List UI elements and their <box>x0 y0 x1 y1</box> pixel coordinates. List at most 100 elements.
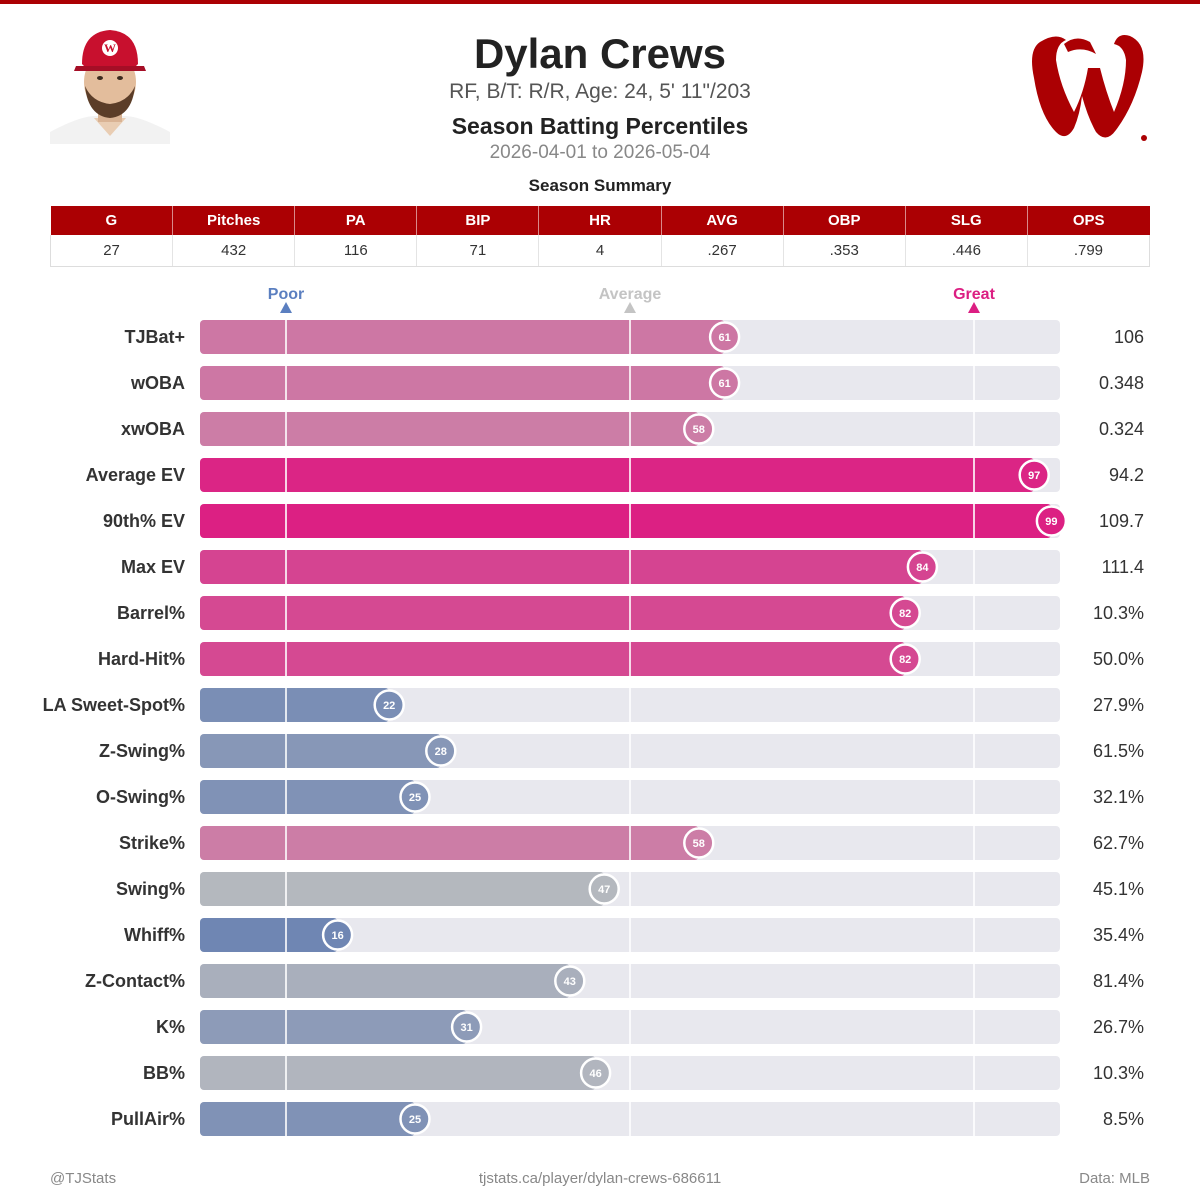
percentile-bar <box>200 642 906 676</box>
summary-col-header: G <box>50 206 174 235</box>
metric-value: 109.7 <box>1099 511 1144 531</box>
summary-cell: 116 <box>294 235 418 267</box>
percentile-dot <box>1035 505 1068 537</box>
metric-value: 50.0% <box>1093 649 1144 669</box>
metric-value: 0.348 <box>1099 373 1144 393</box>
metric-value: 61.5% <box>1093 741 1144 761</box>
percentile-dot <box>708 367 741 399</box>
metric-label: Z-Swing% <box>99 741 185 761</box>
scale-marker-great <box>968 302 980 313</box>
metric-value: 27.9% <box>1093 695 1144 715</box>
scale-label-great: Great <box>953 286 995 303</box>
metric-label: Max EV <box>121 557 185 577</box>
metric-label: Barrel% <box>117 603 185 623</box>
percentile-bar <box>200 780 415 814</box>
summary-cell: 432 <box>172 235 296 267</box>
metric-value: 26.7% <box>1093 1017 1144 1037</box>
metric-value: 106 <box>1114 327 1144 347</box>
summary-cell: 71 <box>416 235 540 267</box>
summary-col-header: SLG <box>905 206 1028 235</box>
percentile-bar <box>200 366 725 400</box>
percentile-bar <box>200 964 570 998</box>
percentile-dot <box>889 597 921 629</box>
percentile-bar <box>200 1102 415 1136</box>
metric-value: 10.3% <box>1093 603 1144 623</box>
summary-title: Season Summary <box>528 176 672 195</box>
percentile-value-label: 22 <box>383 700 395 712</box>
percentile-value-label: 99 <box>1045 516 1057 528</box>
summary-col-header: BIP <box>416 206 540 235</box>
percentile-value-label: 61 <box>718 332 730 344</box>
scale-marker-poor <box>280 302 292 313</box>
percentile-chart-svg: Poor Average Great TJBat+ 61 106 wOBA 61 0.348 xw… <box>43 286 1144 1136</box>
percentile-bar <box>200 504 1052 538</box>
scale-label-average: Average <box>599 286 662 303</box>
metric-label: Average EV <box>86 465 185 485</box>
percentile-value-label: 97 <box>1028 470 1040 482</box>
washington-nationals-w-logo-icon <box>1032 35 1147 141</box>
percentile-dot <box>399 781 431 813</box>
player-name: Dylan Crews <box>473 30 727 77</box>
percentile-value-label: 28 <box>435 746 447 758</box>
top-rule <box>0 0 1200 4</box>
percentile-value-label: 46 <box>589 1068 601 1080</box>
summary-cell: .446 <box>905 235 1028 267</box>
metric-value: 94.2 <box>1109 465 1144 485</box>
metric-value: 32.1% <box>1093 787 1144 807</box>
summary-col-header: OBP <box>783 206 906 235</box>
metric-label: Whiff% <box>124 925 185 945</box>
percentile-bar <box>200 734 441 768</box>
metric-value: 111.4 <box>1102 557 1144 577</box>
metric-label: LA Sweet-Spot% <box>43 695 185 715</box>
svg-text:W: W <box>104 41 116 55</box>
metric-value: 10.3% <box>1093 1063 1144 1083</box>
footer-handle: @TJStats <box>50 1170 117 1187</box>
footer-url: tjstats.ca/player/dylan-crews-686611 <box>478 1170 722 1187</box>
percentile-value-label: 61 <box>718 378 730 390</box>
metric-label: Hard-Hit% <box>98 649 185 669</box>
scale-label-poor: Poor <box>268 286 304 303</box>
percentile-bar <box>200 1056 596 1090</box>
summary-header-row: G Pitches PA BIP HR AVG OBP SLG OPS <box>50 206 1150 235</box>
scale-marker-average <box>624 302 636 313</box>
summary-col-header: OPS <box>1027 206 1150 235</box>
metric-label: Swing% <box>116 879 185 899</box>
report-header: Dylan Crews RF, B/T: R/R, Age: 24, 5' 11… <box>250 30 950 165</box>
summary-cell: 4 <box>538 235 662 267</box>
percentile-dot <box>450 1011 483 1043</box>
percentile-dot <box>579 1057 612 1089</box>
metric-value: 81.4% <box>1093 971 1144 991</box>
metric-label: xwOBA <box>121 419 185 439</box>
summary-col-header: PA <box>294 206 418 235</box>
percentile-dot <box>321 919 354 951</box>
summary-cell: .353 <box>783 235 906 267</box>
player-bio: RF, B/T: R/R, Age: 24, 5' 11"/203 <box>449 80 751 103</box>
percentile-bar <box>200 688 390 722</box>
summary-value-row: 27 432 116 71 4 .267 .353 .446 .799 <box>49 235 1151 267</box>
percentile-bar <box>200 826 699 860</box>
percentile-bar <box>200 918 338 952</box>
metric-value: 0.324 <box>1099 419 1144 439</box>
date-range: 2026-04-01 to 2026-05-04 <box>489 142 711 163</box>
summary-cell: 27 <box>49 235 174 267</box>
footer: @TJStats tjstats.ca/player/dylan-crews-6… <box>50 1170 1150 1190</box>
player-headshot: W <box>50 24 170 144</box>
percentile-dot <box>425 735 457 767</box>
percentile-value-label: 82 <box>899 608 911 620</box>
percentile-value-label: 84 <box>916 562 929 574</box>
percentile-bar <box>200 550 923 584</box>
footer-source: Data: MLB <box>1079 1170 1150 1187</box>
percentile-dot <box>399 1103 431 1135</box>
percentile-dot <box>708 321 741 353</box>
summary-table: G Pitches PA BIP HR AVG OBP SLG OPS 27 4… <box>49 206 1151 267</box>
percentile-dot <box>1018 459 1050 491</box>
percentile-dot <box>906 551 939 583</box>
metric-label: TJBat+ <box>124 327 185 347</box>
percentile-bar <box>200 412 699 446</box>
percentile-dot <box>554 965 586 997</box>
percentile-value-label: 31 <box>460 1022 472 1034</box>
percentile-bar <box>200 458 1035 492</box>
metric-label: BB% <box>143 1063 185 1083</box>
percentile-dot <box>373 689 405 721</box>
metric-label: K% <box>156 1017 185 1037</box>
